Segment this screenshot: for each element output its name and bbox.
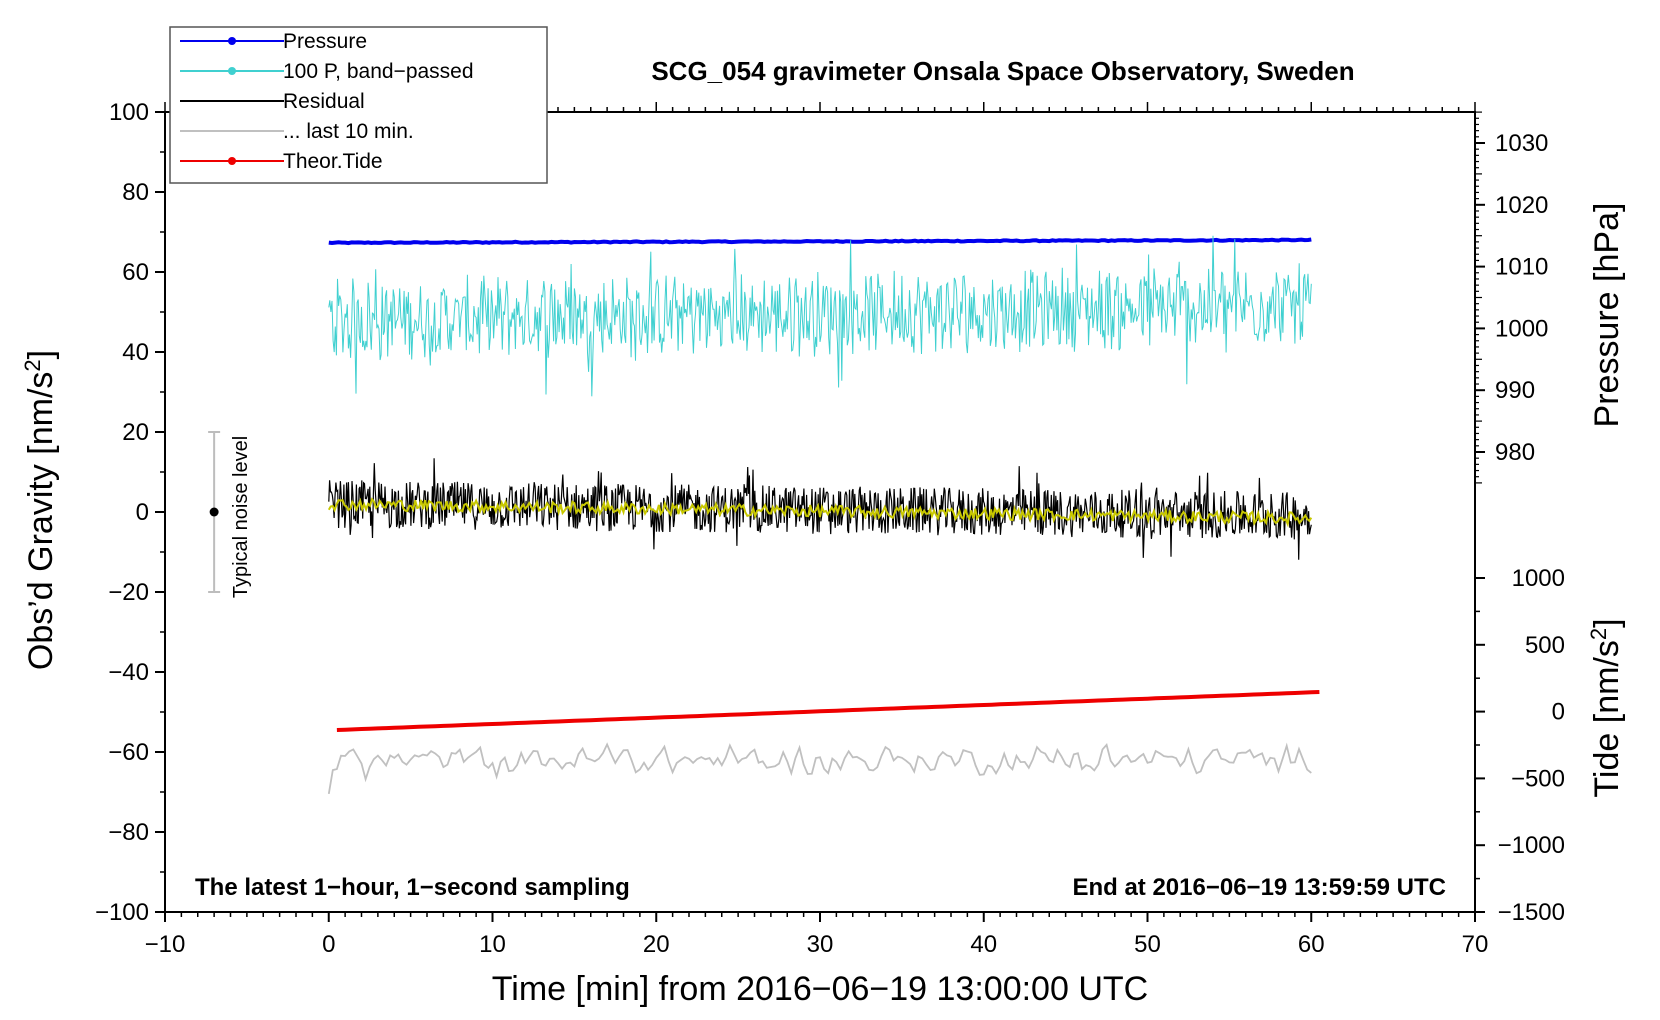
y-left-tick-label: 100 <box>109 99 149 126</box>
legend-box <box>169 26 548 184</box>
x-tick-label: 0 <box>322 931 335 958</box>
y-left-tick-label: −80 <box>108 819 149 846</box>
y-left-title-end: ] <box>22 350 60 359</box>
x-tick-label: 40 <box>970 931 997 958</box>
y-left-tick-label: 40 <box>122 339 149 366</box>
x-tick-label: 20 <box>643 931 670 958</box>
y-left-tick-label: −60 <box>108 739 149 766</box>
y-left-tick-label: −40 <box>108 659 149 686</box>
tide-tick-label: 1000 <box>1512 565 1565 592</box>
x-tick-label: 50 <box>1134 931 1161 958</box>
y-left-tick-label: −100 <box>95 899 149 926</box>
tide-tick-label: 0 <box>1552 699 1565 726</box>
tide-title-main: Tide [nm/s <box>1588 640 1626 797</box>
tide-title-sup: 2 <box>1586 628 1611 640</box>
series-residual <box>328 458 1312 560</box>
tide-title-end: ] <box>1588 618 1626 627</box>
pressure-tick-label: 1030 <box>1495 130 1548 157</box>
legend-label: Residual <box>283 90 365 113</box>
y-left-tick-label: 80 <box>122 179 149 206</box>
plot-series <box>327 235 1320 795</box>
legend-label: Theor.Tide <box>283 150 383 173</box>
tide-tick-label: −500 <box>1511 765 1565 792</box>
tide-tick-label: −1500 <box>1498 899 1565 926</box>
x-tick-label: 70 <box>1462 931 1489 958</box>
legend-marker <box>228 37 236 45</box>
pressure-tick-label: 1000 <box>1495 315 1548 342</box>
pressure-tick-label: 980 <box>1495 439 1535 466</box>
legend-label: 100 P, band−passed <box>283 60 474 83</box>
axes: −10 0 10 20 30 40 50 60 70−100−80−60−40−20020406… <box>95 99 1565 958</box>
legend-label: Pressure <box>283 30 367 53</box>
annotation-left: The latest 1−hour, 1−second sampling <box>195 874 630 901</box>
legend-marker <box>228 67 236 75</box>
noise-bar-dot <box>209 507 219 517</box>
x-axis-title: Time [min] from 2016−06−19 13:00:00 UTC <box>492 970 1148 1008</box>
series-last-10-min <box>327 742 1312 795</box>
x-tick-label: 60 <box>1298 931 1325 958</box>
y-left-title-sup: 2 <box>20 359 45 371</box>
series-residual-smoothed <box>327 497 1313 528</box>
pressure-tick-label: 1020 <box>1495 192 1548 219</box>
pressure-tick-label: 1010 <box>1495 254 1548 281</box>
y-axis-title-pressure: Pressure [hPa] <box>1588 203 1626 428</box>
legend: Pressure 100 P, band−passed Residual ... la… <box>169 26 548 184</box>
y-left-tick-label: 60 <box>122 259 149 286</box>
annotation-right: End at 2016−06−19 13:59:59 UTC <box>1072 874 1446 901</box>
noise-level-label: Typical noise level <box>230 436 252 598</box>
y-axis-title-tide: Tide [nm/s2] <box>1586 618 1627 797</box>
tide-tick-label: 500 <box>1525 632 1565 659</box>
series-pressure <box>328 237 1312 246</box>
noise-level-bar <box>208 431 221 593</box>
x-tick-label: 10 <box>479 931 506 958</box>
y-axis-title-left: Obs’d Gravity [nm/s2] <box>20 350 61 670</box>
y-left-tick-label: 20 <box>122 419 149 446</box>
x-tick-label: 30 <box>807 931 834 958</box>
y-left-tick-label: −20 <box>108 579 149 606</box>
x-tick-label: −10 <box>145 931 186 958</box>
series-theor-tide <box>336 690 1320 732</box>
legend-label: ... last 10 min. <box>283 120 414 143</box>
y-left-title-main: Obs’d Gravity [nm/s <box>22 372 60 671</box>
chart-title: SCG_054 gravimeter Onsala Space Observat… <box>651 56 1354 86</box>
legend-marker <box>228 157 236 165</box>
y-left-tick-label: 0 <box>136 499 149 526</box>
pressure-tick-label: 990 <box>1495 377 1535 404</box>
series-band-passed <box>328 235 1312 397</box>
tide-tick-label: −1000 <box>1498 832 1565 859</box>
